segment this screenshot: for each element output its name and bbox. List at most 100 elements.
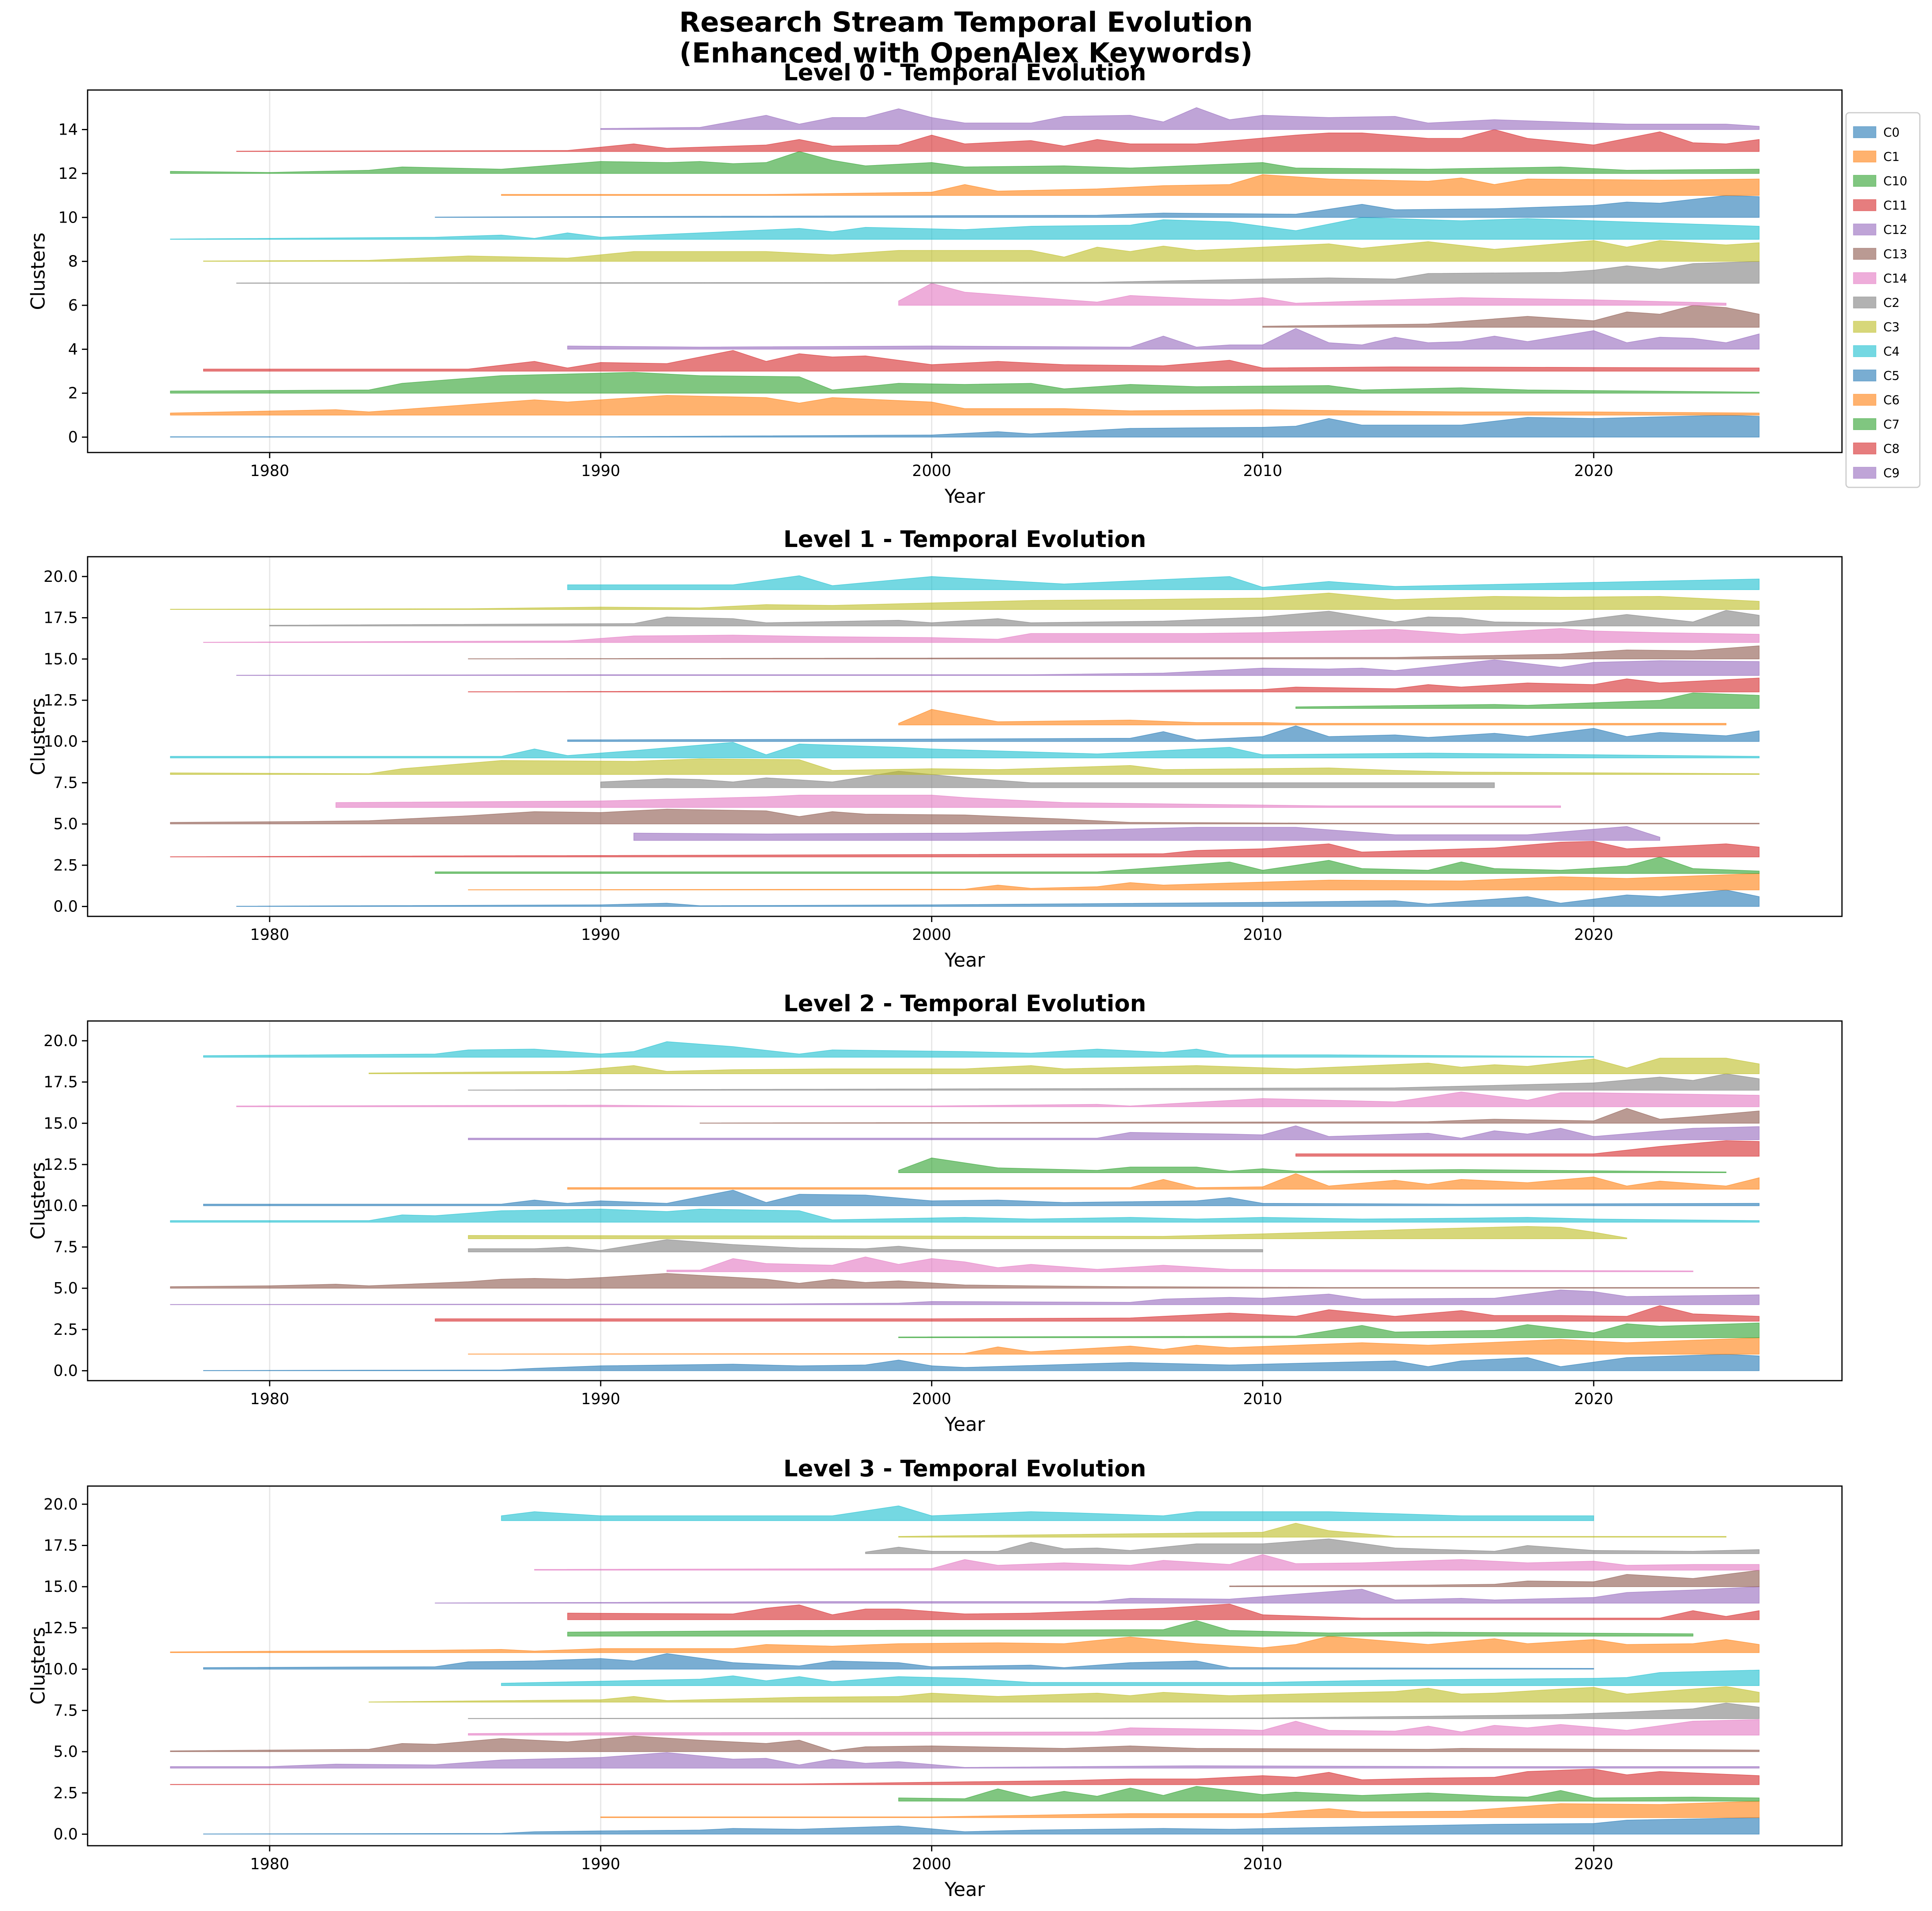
y-tick-label: 17.5	[43, 609, 78, 627]
area-C11-13	[468, 678, 1760, 693]
y-tick-label: 14	[58, 121, 78, 139]
axes-frame	[87, 1485, 1843, 1847]
panel-title: Level 0 - Temporal Evolution	[784, 60, 1146, 86]
legend: C0 C1 C10 C11 C12 C13 C14 C2 C3 C4 C5 C6 C7 C8 C9	[1845, 112, 1921, 488]
legend-swatch-C2	[1853, 296, 1876, 309]
legend-swatch-C3	[1853, 321, 1876, 333]
area-C12-14	[236, 659, 1760, 676]
x-tick-label: 2020	[1574, 1390, 1613, 1408]
legend-swatch-C9	[1853, 467, 1876, 479]
area-C0-0	[170, 415, 1760, 438]
legend-label-C8: C8	[1883, 442, 1900, 456]
x-tick-label: 2000	[912, 926, 951, 944]
legend-label-C13: C13	[1883, 247, 1907, 262]
legend-label-C6: C6	[1883, 393, 1900, 408]
area-C10-12	[1295, 692, 1760, 709]
y-tick-label: 5.0	[54, 1743, 78, 1761]
x-axis-label: Year	[944, 1879, 985, 1901]
area-C3-8	[170, 758, 1760, 775]
area-C2-17	[468, 1073, 1760, 1091]
area-C0-0	[236, 890, 1760, 907]
y-tick-label: 10.0	[43, 733, 78, 751]
area-C2-7	[468, 1703, 1760, 1719]
area-C4-9	[170, 1209, 1760, 1223]
x-tick-label: 1980	[250, 1855, 290, 1873]
area-C9-4	[170, 1289, 1760, 1305]
x-tick-label: 1980	[250, 1390, 290, 1408]
area-C1-1	[468, 873, 1760, 890]
axes-frame	[87, 1020, 1843, 1381]
area-C7-2	[435, 856, 1760, 874]
legend-swatch-C8	[1853, 442, 1876, 455]
area-C8-3	[203, 350, 1760, 372]
area-C4-9	[170, 742, 1760, 759]
area-C10-12	[567, 1620, 1694, 1637]
x-tick-label: 2010	[1243, 1390, 1282, 1408]
y-tick-label: 15.0	[43, 1578, 78, 1596]
y-tick-label: 5.0	[54, 815, 78, 833]
area-C4-19	[567, 575, 1760, 590]
area-C7-2	[170, 372, 1760, 394]
area-C3-8	[369, 1686, 1760, 1703]
y-tick-label: 7.5	[54, 1238, 78, 1256]
area-C11-13	[1295, 1140, 1760, 1157]
y-tick-label: 20.0	[43, 568, 78, 586]
y-tick-label: 20.0	[43, 1032, 78, 1050]
x-tick-label: 1990	[581, 1390, 620, 1408]
y-tick-label: 10.0	[43, 1197, 78, 1215]
y-tick-label: 12.5	[43, 691, 78, 709]
legend-label-C0: C0	[1883, 126, 1900, 140]
x-tick-label: 2010	[1243, 1855, 1282, 1873]
area-C3-18	[369, 1057, 1760, 1074]
area-C14-16	[534, 1554, 1760, 1571]
area-C7-2	[898, 1322, 1760, 1338]
x-tick-label: 1990	[581, 1855, 620, 1873]
area-C0-0	[203, 1817, 1760, 1835]
y-tick-label: 2.5	[54, 1321, 78, 1338]
area-C4-19	[501, 1506, 1594, 1521]
panel-title: Level 3 - Temporal Evolution	[784, 1456, 1146, 1482]
legend-label-C3: C3	[1883, 320, 1900, 335]
area-C9-4	[633, 826, 1660, 841]
legend-label-C10: C10	[1883, 174, 1907, 189]
x-tick-label: 2000	[912, 462, 951, 480]
y-tick-label: 0.0	[54, 1825, 78, 1843]
area-C1-1	[468, 1337, 1760, 1355]
x-tick-label: 1980	[250, 926, 290, 944]
x-tick-label: 2020	[1574, 926, 1613, 944]
area-C1-1	[600, 1801, 1760, 1818]
area-C1-1	[170, 395, 1760, 416]
area-C14-6	[335, 795, 1561, 808]
area-C13-15	[700, 1108, 1760, 1124]
panel-level-3: 1980 1990 2000 2010 2020 0.0 2.5 5.0 7.5 10.0 12.5…	[27, 1456, 1843, 1901]
x-axis-label: Year	[944, 1413, 985, 1436]
y-axis-label: Clusters	[27, 1627, 49, 1705]
area-C9-4	[567, 328, 1760, 350]
y-tick-label: 2.5	[54, 1784, 78, 1802]
y-tick-label: 6	[68, 296, 78, 314]
area-C13-15	[1229, 1570, 1760, 1587]
area-C3-18	[170, 592, 1760, 610]
y-tick-label: 15.0	[43, 650, 78, 668]
axes-frame	[87, 89, 1843, 453]
y-axis-label: Clusters	[27, 1162, 49, 1240]
area-C14-6	[666, 1257, 1694, 1272]
x-tick-label: 2000	[912, 1390, 951, 1408]
legend-swatch-C11	[1853, 199, 1876, 211]
area-C2-7	[236, 261, 1760, 284]
x-tick-label: 2010	[1243, 462, 1282, 480]
y-tick-label: 20.0	[43, 1495, 78, 1513]
panels-group: 1980 1990 2000 2010 2020 0 2 4 6 8 10 12 14 Level 0 -…	[27, 60, 1843, 1901]
axes-frame	[87, 556, 1843, 917]
area-C2-17	[865, 1538, 1760, 1554]
y-axis-label: Clusters	[27, 698, 49, 775]
y-axis-label: Clusters	[27, 232, 49, 310]
y-tick-label: 8	[68, 253, 78, 270]
panel-title: Level 1 - Temporal Evolution	[784, 526, 1146, 553]
figure-title-line2: (Enhanced with OpenAlex Keywords)	[679, 37, 1253, 69]
y-tick-label: 0	[68, 428, 78, 446]
area-C2-7	[468, 1239, 1263, 1253]
area-C2-7	[600, 771, 1495, 788]
panel-title: Level 2 - Temporal Evolution	[784, 991, 1146, 1017]
